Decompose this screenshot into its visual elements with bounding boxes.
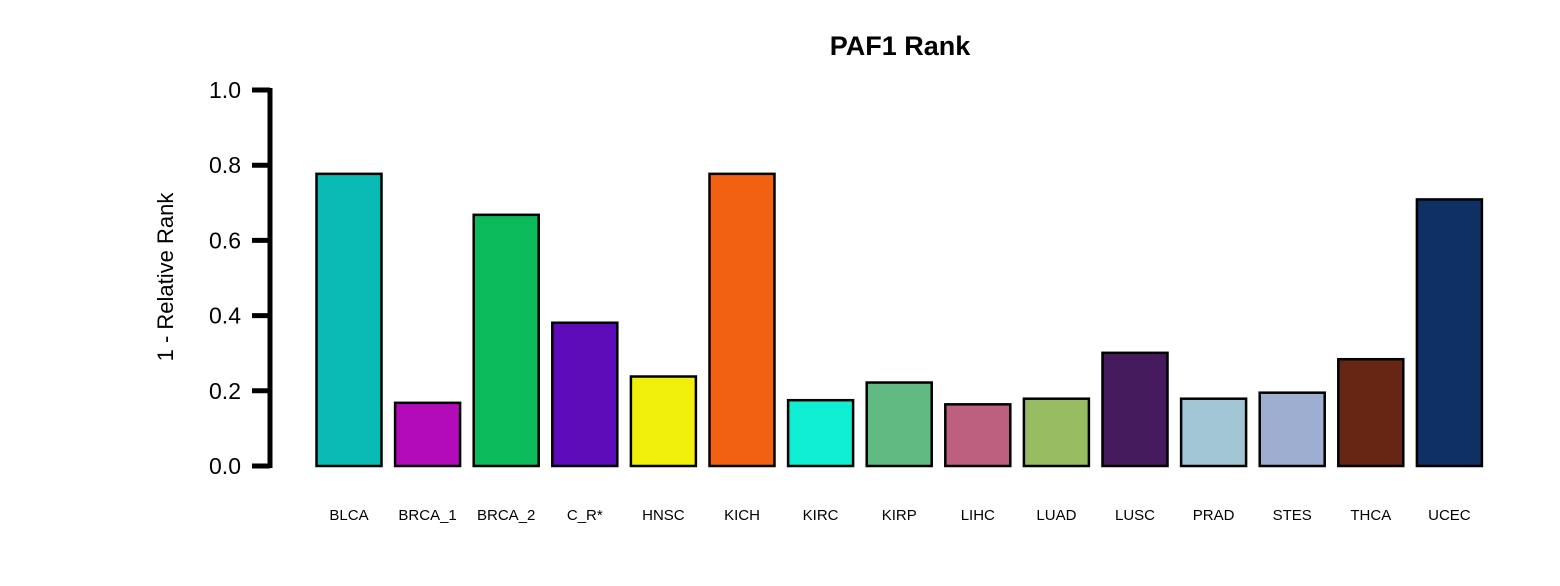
x-tick-label: KIRP xyxy=(882,507,917,524)
x-axis-tick-labels: BLCA BRCA_1 BRCA_2 C_R* HNSC KICH KIRC KIRP LIHC… xyxy=(329,507,1470,524)
x-tick-label: THCA xyxy=(1350,507,1391,524)
x-tick-label: BLCA xyxy=(329,507,368,524)
bar-blca xyxy=(315,172,383,468)
bar-stes xyxy=(1258,391,1326,468)
y-axis-label: 1 - Relative Rank xyxy=(153,192,178,362)
x-tick-label: UCEC xyxy=(1428,507,1471,524)
y-tick-label: 0.4 xyxy=(209,303,241,329)
x-tick-label: PRAD xyxy=(1193,507,1235,524)
y-tick-label: 0.6 xyxy=(209,227,241,253)
bar-kirp xyxy=(865,381,933,468)
y-axis-ticks: 0.0 0.2 0.4 0.6 0.8 1.0 xyxy=(209,77,270,479)
x-tick-label: LIHC xyxy=(961,507,995,524)
x-tick-label: LUSC xyxy=(1115,507,1155,524)
y-tick-label: 1.0 xyxy=(209,77,241,103)
x-tick-label: C_R* xyxy=(567,507,603,524)
bar-kich xyxy=(708,172,776,468)
bar-lihc xyxy=(944,403,1012,468)
bar-thca xyxy=(1337,357,1405,468)
bar-prad xyxy=(1179,397,1248,468)
bar-luad xyxy=(1022,397,1091,468)
x-tick-label: KIRC xyxy=(803,507,839,524)
y-tick-label: 0.2 xyxy=(209,378,241,404)
bar-c-r xyxy=(551,321,619,468)
x-tick-label: STES xyxy=(1273,507,1312,524)
y-tick-label: 0.8 xyxy=(209,152,241,178)
x-tick-label: BRCA_1 xyxy=(398,507,456,524)
bar-brca-1 xyxy=(393,401,462,468)
bar-lusc xyxy=(1101,351,1169,468)
bar-kirc xyxy=(786,398,855,468)
x-tick-label: LUAD xyxy=(1036,507,1076,524)
bar-hnsc xyxy=(629,375,698,468)
x-tick-label: KICH xyxy=(724,507,760,524)
bars-group xyxy=(315,172,1484,468)
bar-brca-2 xyxy=(472,213,540,468)
x-tick-label: HNSC xyxy=(642,507,685,524)
chart-title: PAF1 Rank xyxy=(830,31,972,61)
bar-ucec xyxy=(1415,198,1484,468)
x-tick-label: BRCA_2 xyxy=(477,507,535,524)
y-tick-label: 0.0 xyxy=(209,453,241,479)
